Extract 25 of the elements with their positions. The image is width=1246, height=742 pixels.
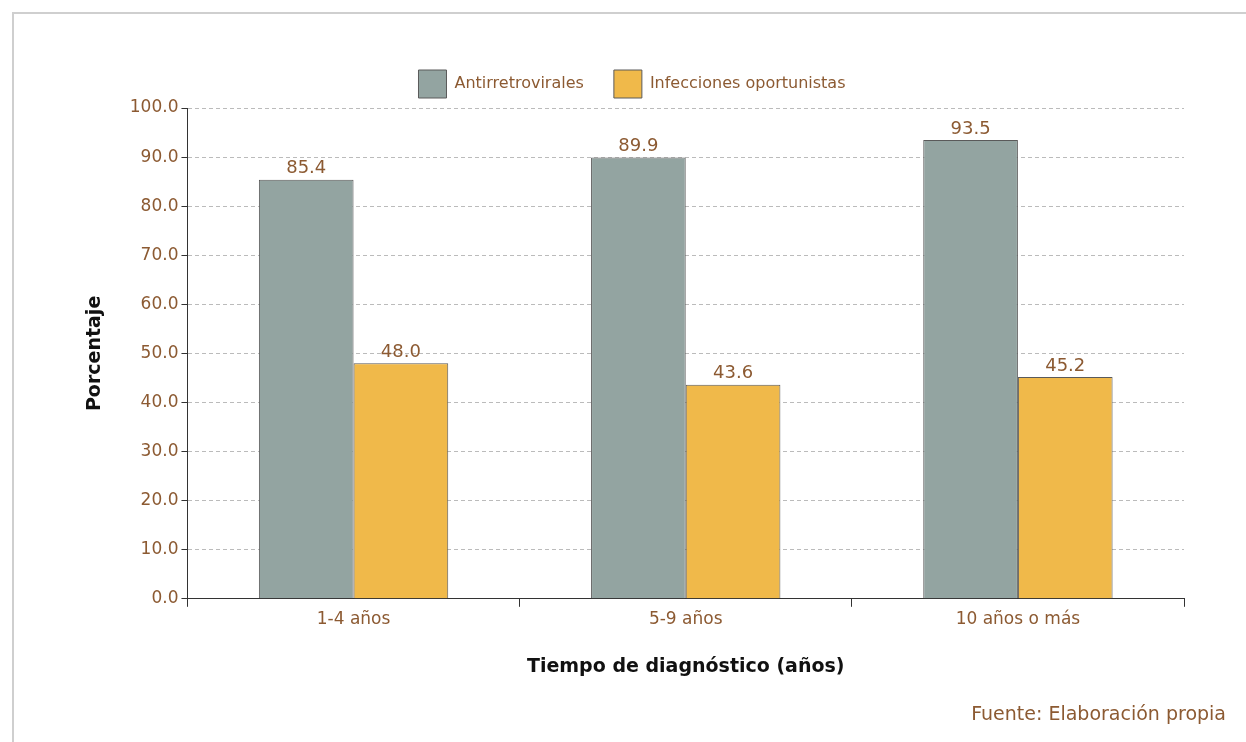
y-tick-label: 60.0 xyxy=(140,292,179,313)
y-tick-label: 100.0 xyxy=(129,96,179,117)
text: 89.9 xyxy=(618,134,659,156)
x-tick-label: 1-4 años xyxy=(316,608,391,629)
text: 85.4 xyxy=(286,156,327,178)
text: 43.6 xyxy=(713,361,754,383)
text: 45.2 xyxy=(1045,353,1086,375)
y-axis-title: Porcentaje xyxy=(82,295,105,412)
y-tick-label: 10.0 xyxy=(140,538,179,559)
y-tick-label: 30.0 xyxy=(140,439,179,460)
y-tick-label: 90.0 xyxy=(140,145,179,166)
y-tick-label: 20.0 xyxy=(140,489,179,510)
y-tick-label: 0.0 xyxy=(151,587,179,608)
x-tick-label: 5-9 años xyxy=(648,608,723,629)
legend-label: Antirretrovirales xyxy=(454,73,584,93)
y-tick-label: 70.0 xyxy=(140,243,179,264)
y-tick-label: 50.0 xyxy=(140,341,179,362)
x-axis-title: Tiempo de diagnóstico (años) xyxy=(526,653,845,676)
legend-label: Infecciones oportunistas xyxy=(649,73,846,93)
y-tick-label: 40.0 xyxy=(140,390,179,411)
text: 93.5 xyxy=(950,116,991,138)
source-note: Fuente: Elaboración propia xyxy=(971,702,1226,724)
x-tick-label: 10 años o más xyxy=(955,608,1081,629)
y-tick-label: 80.0 xyxy=(140,194,179,215)
text: 48.0 xyxy=(380,339,421,361)
